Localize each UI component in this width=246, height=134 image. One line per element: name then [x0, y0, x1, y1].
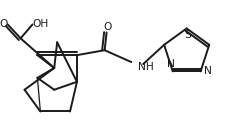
Text: N: N	[167, 59, 175, 69]
Text: N: N	[204, 66, 212, 76]
Text: OH: OH	[32, 18, 48, 29]
Text: O: O	[0, 18, 8, 29]
Text: NH: NH	[138, 62, 154, 72]
Text: O: O	[103, 23, 112, 32]
Text: S: S	[184, 30, 191, 40]
